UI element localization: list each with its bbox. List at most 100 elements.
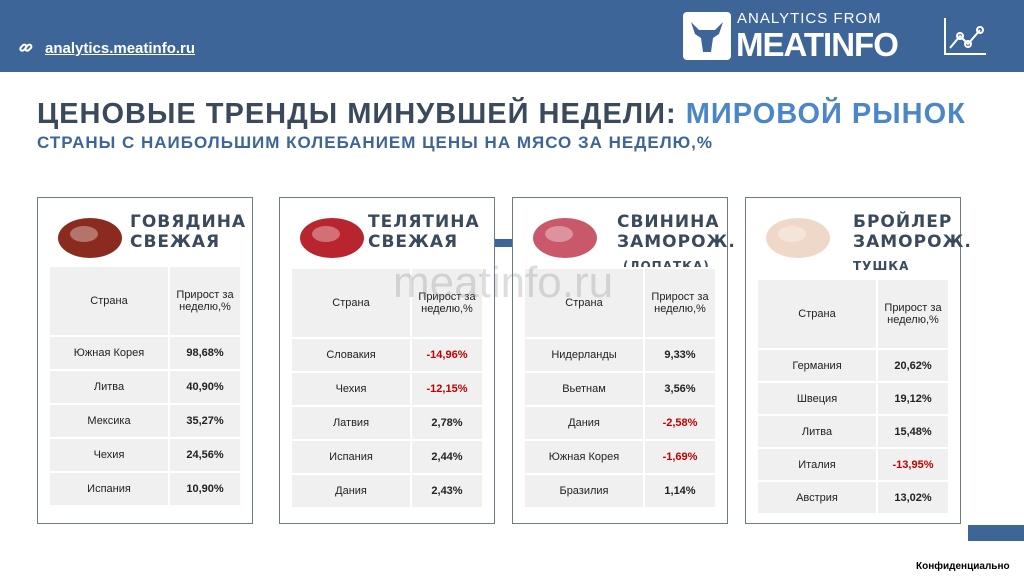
data-row: Испания 2,44% (290, 439, 484, 475)
meat-image (762, 208, 834, 264)
logo-small: ANALYTICS FROM (737, 10, 882, 27)
meat-image (529, 208, 601, 264)
country-cell: Германия (756, 348, 878, 383)
data-row: Испания 10,90% (48, 471, 242, 507)
data-row: Чехия 24,56% (48, 437, 242, 473)
card-title-line: ТЕЛЯТИНА (368, 212, 480, 232)
value-cell: 35,27% (168, 403, 242, 439)
value-cell: -13,95% (876, 447, 950, 482)
header-row: Страна Прирост за неделю,% (48, 265, 242, 337)
value-cell: 10,90% (168, 471, 242, 507)
value-cell: 2,78% (410, 405, 484, 441)
title-highlight: МИРОВОЙ РЫНОК (685, 98, 966, 130)
data-row: Австрия 13,02% (756, 480, 950, 515)
card: БРОЙЛЕР ЗАМОРОЖ. ТУШКА Страна Прирост за нед… (745, 197, 971, 524)
card-title-line: ГОВЯДИНА (130, 212, 247, 232)
data-row: Словакия -14,96% (290, 337, 484, 373)
card: ГОВЯДИНА СВЕЖАЯ Страна Прирост за неделю,% Ю… (37, 197, 253, 524)
corner-bar (968, 525, 1024, 541)
country-cell: Литва (48, 369, 170, 405)
card-title: БРОЙЛЕР ЗАМОРОЖ. ТУШКА (853, 212, 972, 276)
header-row: Страна Прирост за неделю,% (290, 267, 484, 339)
data-row: Дания -2,58% (523, 405, 717, 441)
country-cell: Мексика (48, 403, 170, 439)
card-title-line: СВЕЖАЯ (368, 232, 459, 252)
data-row: Италия -13,95% (756, 447, 950, 482)
meat-image (296, 208, 368, 264)
country-cell: Вьетнам (523, 371, 645, 407)
header-bar (0, 0, 1024, 72)
header-cell: Страна (523, 267, 645, 339)
data-row: Чехия -12,15% (290, 371, 484, 407)
data-row: Мексика 35,27% (48, 403, 242, 439)
country-cell: Испания (290, 439, 412, 475)
header-row: Страна Прирост за неделю,% (523, 267, 717, 339)
header-cell: Прирост за неделю,% (643, 267, 717, 339)
country-cell: Южная Корея (523, 439, 645, 475)
data-row: Литва 15,48% (756, 414, 950, 449)
site-link[interactable]: analytics.meatinfo.ru (45, 40, 196, 57)
value-cell: 98,68% (168, 335, 242, 371)
value-cell: 40,90% (168, 369, 242, 405)
card-title-line: СВИНИНА (617, 212, 720, 232)
value-cell: 15,48% (876, 414, 950, 449)
footer: Конфиденциально (916, 561, 1010, 572)
data-row: Германия 20,62% (756, 348, 950, 383)
data-row: Южная Корея -1,69% (523, 439, 717, 475)
value-cell: 20,62% (876, 348, 950, 383)
header-cell: Прирост за неделю,% (876, 278, 950, 350)
country-cell: Чехия (48, 437, 170, 473)
country-cell: Швеция (756, 381, 878, 416)
data-row: Латвия 2,78% (290, 405, 484, 441)
country-cell: Словакия (290, 337, 412, 373)
card-title-line: СВЕЖАЯ (130, 232, 221, 252)
header-cell: Прирост за неделю,% (410, 267, 484, 339)
header-cell: Страна (48, 265, 170, 337)
country-cell: Испания (48, 471, 170, 507)
data-row: Нидерланды 9,33% (523, 337, 717, 373)
value-cell: 24,56% (168, 437, 242, 473)
country-cell: Южная Корея (48, 335, 170, 371)
country-cell: Италия (756, 447, 878, 482)
subtitle: СТРАНЫ С НАИБОЛЬШИМ КОЛЕБАНИЕМ ЦЕНЫ НА М… (37, 133, 714, 152)
value-cell: 19,12% (876, 381, 950, 416)
header-cell: Страна (290, 267, 412, 339)
country-cell: Латвия (290, 405, 412, 441)
card: ТЕЛЯТИНА СВЕЖАЯ Страна Прирост за неделю,% С… (279, 197, 495, 524)
link-icon (19, 43, 33, 52)
country-cell: Чехия (290, 371, 412, 407)
card: СВИНИНА ЗАМОРОЖ. (ЛОПАТКА) Страна Прирост за… (512, 197, 735, 524)
header-row: Страна Прирост за неделю,% (756, 278, 950, 350)
country-cell: Австрия (756, 480, 878, 515)
data-row: Южная Корея 98,68% (48, 335, 242, 371)
value-cell: -1,69% (643, 439, 717, 475)
card-title-line: ЗАМОРОЖ. (853, 232, 972, 252)
value-cell: 2,43% (410, 473, 484, 509)
logo-big: MEATINFO (736, 26, 899, 63)
data-table: Страна Прирост за неделю,% Словакия -14,96%… (290, 267, 484, 509)
meat-image (54, 208, 126, 264)
data-row: Швеция 19,12% (756, 381, 950, 416)
chart-icon (944, 18, 986, 55)
data-table: Страна Прирост за неделю,% Южная Корея 98,6… (48, 265, 242, 507)
data-table: Страна Прирост за неделю,% Германия 20,62% Ш… (756, 278, 950, 515)
title-main: ЦЕНОВЫЕ ТРЕНДЫ МИНУВШЕЙ НЕДЕЛИ: (37, 98, 677, 130)
value-cell: 3,56% (643, 371, 717, 407)
country-cell: Дания (290, 473, 412, 509)
data-row: Дания 2,43% (290, 473, 484, 509)
value-cell: -2,58% (643, 405, 717, 441)
data-table: Страна Прирост за неделю,% Нидерланды 9,33%… (523, 267, 717, 509)
value-cell: -14,96% (410, 337, 484, 373)
value-cell: 1,14% (643, 473, 717, 509)
card-title: ТЕЛЯТИНА СВЕЖАЯ (368, 212, 480, 252)
card-title-line: БРОЙЛЕР (853, 212, 953, 232)
country-cell: Бразилия (523, 473, 645, 509)
header-cell: Прирост за неделю,% (168, 265, 242, 337)
value-cell: 13,02% (876, 480, 950, 515)
watermark: meatinfo.ru (393, 258, 614, 307)
data-row: Бразилия 1,14% (523, 473, 717, 509)
country-cell: Литва (756, 414, 878, 449)
value-cell: -12,15% (410, 371, 484, 407)
logo-icon (683, 12, 731, 60)
